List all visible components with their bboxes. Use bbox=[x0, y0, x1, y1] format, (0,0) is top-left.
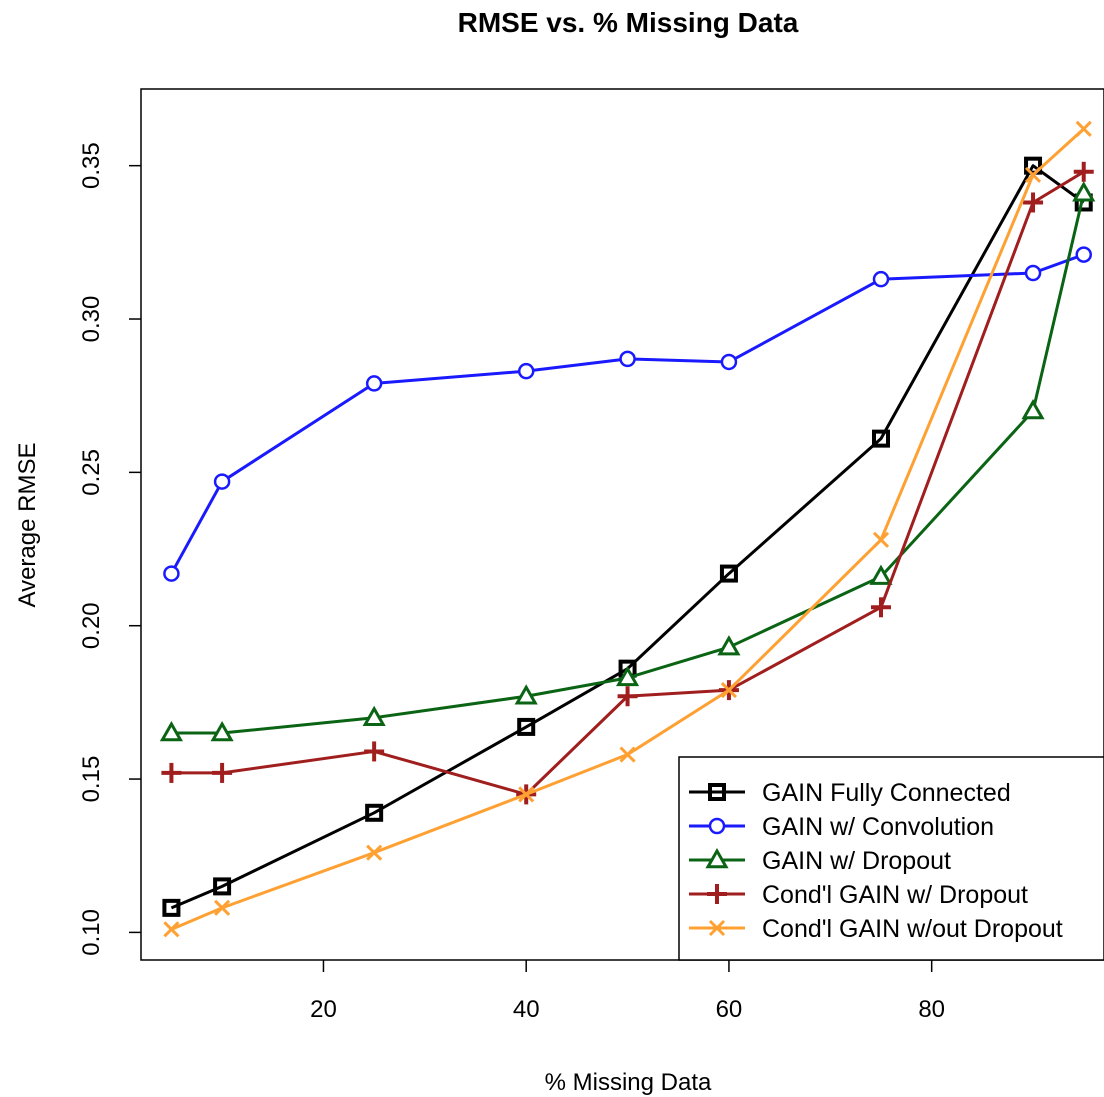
data-point bbox=[1072, 181, 1096, 202]
cross-b bbox=[1024, 166, 1042, 183]
data-point bbox=[161, 762, 182, 783]
x-axis: 20 40 60 80 bbox=[310, 960, 945, 1023]
data-point bbox=[1075, 120, 1092, 137]
data-point bbox=[362, 705, 386, 726]
data-point bbox=[720, 682, 737, 699]
data-point bbox=[213, 877, 232, 896]
series-group bbox=[159, 181, 1096, 742]
data-point bbox=[1021, 399, 1045, 420]
x-tick-label: 60 bbox=[716, 996, 743, 1023]
data-point bbox=[1024, 264, 1042, 282]
data-point bbox=[1024, 156, 1043, 175]
cross-b bbox=[163, 921, 180, 938]
cross-b bbox=[214, 899, 231, 916]
legend-label: Cond'l GAIN w/out Dropout bbox=[762, 915, 1063, 943]
legend-label: Cond'l GAIN w/ Dropout bbox=[762, 881, 1028, 909]
cross-b bbox=[619, 746, 636, 763]
cross-b bbox=[1075, 120, 1092, 137]
plot-frame bbox=[140, 88, 1104, 961]
data-point bbox=[1024, 166, 1042, 183]
data-point bbox=[159, 721, 183, 742]
y-tick-label: 0.20 bbox=[78, 602, 105, 649]
y-tick-label: 0.35 bbox=[78, 142, 105, 189]
legend-item: GAIN Fully Connected bbox=[689, 779, 1011, 807]
data-point bbox=[1073, 161, 1094, 182]
legend-marker bbox=[708, 817, 726, 835]
legend-marker bbox=[708, 783, 726, 801]
data-point bbox=[214, 899, 231, 916]
legend-item: GAIN w/ Dropout bbox=[689, 847, 951, 875]
data-point bbox=[514, 684, 538, 705]
data-point bbox=[162, 898, 181, 917]
legend-label: GAIN Fully Connected bbox=[762, 779, 1011, 807]
x-tick-label: 80 bbox=[918, 996, 945, 1023]
chart-title: RMSE vs. % Missing Data bbox=[458, 7, 799, 38]
series-line bbox=[170, 253, 1085, 575]
legend-label: GAIN w/ Dropout bbox=[762, 847, 951, 875]
series-group bbox=[161, 161, 1094, 805]
y-tick-label: 0.10 bbox=[78, 909, 105, 956]
legend-item: Cond'l GAIN w/ Dropout bbox=[689, 881, 1028, 909]
cross-b bbox=[708, 919, 726, 937]
data-point bbox=[619, 350, 636, 368]
data-point bbox=[617, 686, 638, 707]
x-axis-label: % Missing Data bbox=[545, 1069, 712, 1096]
cross-b bbox=[366, 844, 383, 861]
data-point bbox=[517, 717, 536, 736]
data-point bbox=[720, 353, 738, 371]
data-point bbox=[364, 741, 385, 762]
data-point bbox=[869, 564, 893, 585]
data-point bbox=[1023, 192, 1044, 213]
data-point bbox=[615, 665, 640, 687]
y-axis-label: Average RMSE bbox=[14, 443, 41, 608]
legend-item: Cond'l GAIN w/out Dropout bbox=[689, 915, 1063, 943]
y-axis: 0.10 0.15 0.20 0.25 0.30 0.35 bbox=[78, 142, 141, 956]
legend-marker bbox=[708, 919, 726, 937]
data-point bbox=[870, 597, 891, 618]
series-group bbox=[163, 120, 1092, 938]
legend-marker bbox=[707, 884, 727, 904]
data-point bbox=[871, 429, 890, 448]
cross-b bbox=[720, 682, 737, 699]
data-point bbox=[210, 721, 234, 742]
series-layer bbox=[159, 120, 1096, 938]
series-line bbox=[171, 192, 1086, 735]
legend-box bbox=[678, 756, 1104, 961]
y-tick-label: 0.15 bbox=[78, 756, 105, 803]
data-point bbox=[365, 803, 384, 822]
data-point bbox=[619, 746, 636, 763]
data-point bbox=[163, 565, 180, 582]
y-tick-label: 0.25 bbox=[78, 449, 105, 496]
cross-b bbox=[518, 786, 535, 803]
data-point bbox=[872, 270, 890, 288]
series-group bbox=[163, 246, 1092, 582]
data-point bbox=[517, 362, 535, 380]
cross-b bbox=[872, 531, 890, 548]
data-point bbox=[212, 762, 233, 783]
data-point bbox=[719, 564, 738, 583]
x-tick-label: 20 bbox=[310, 996, 337, 1023]
data-point bbox=[366, 844, 383, 861]
data-point bbox=[518, 786, 535, 803]
legend: GAIN Fully Connected GAIN w/ Convolution G… bbox=[678, 756, 1104, 961]
legend-marker bbox=[705, 847, 729, 869]
legend-item: GAIN w/ Convolution bbox=[689, 813, 994, 841]
data-point bbox=[213, 473, 231, 490]
data-point bbox=[365, 375, 383, 392]
data-point bbox=[717, 635, 741, 656]
y-tick-label: 0.30 bbox=[78, 296, 105, 343]
legend-label: GAIN w/ Convolution bbox=[762, 813, 994, 841]
data-point bbox=[872, 531, 890, 548]
data-point bbox=[1075, 246, 1092, 263]
data-point bbox=[163, 921, 180, 938]
x-tick-label: 40 bbox=[513, 996, 540, 1023]
